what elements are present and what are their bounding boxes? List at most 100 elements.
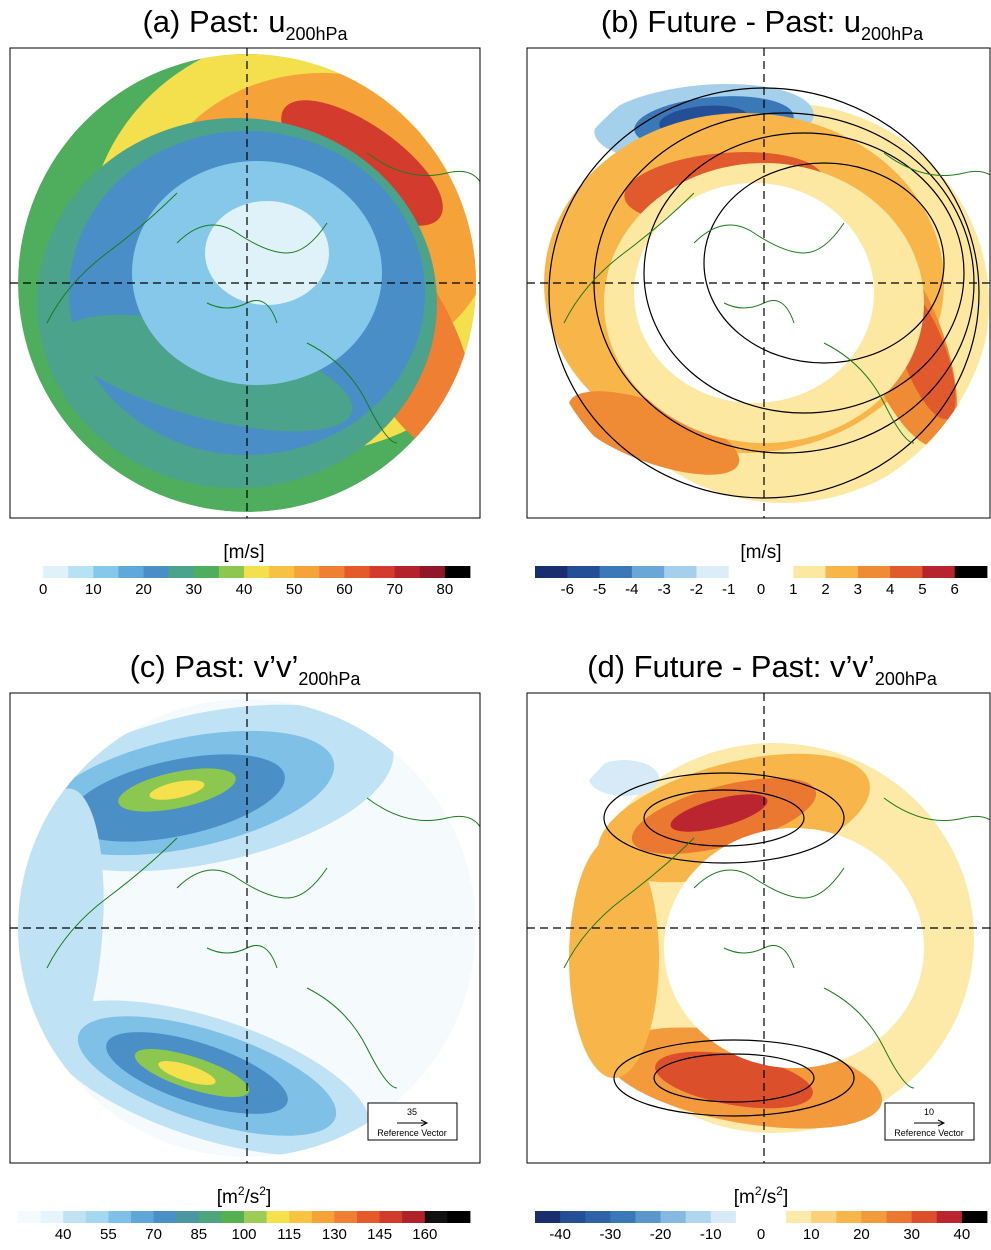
colorbar-box <box>312 1211 335 1223</box>
colorbar-box <box>68 566 94 578</box>
colorbar-box <box>319 566 345 578</box>
unit-text: [m/s] <box>740 542 781 563</box>
colorbar-unit: [m2/s2] <box>217 1184 272 1208</box>
colorbar-tick-label: 0 <box>39 581 47 598</box>
colorbar-tick-label: 3 <box>854 581 862 598</box>
colorbar-box <box>836 1211 862 1223</box>
panel-title: (b) Future - Past: u200hPa <box>601 4 924 44</box>
colorbar-box <box>535 1211 561 1223</box>
colorbar-tick-label: 145 <box>367 1226 392 1243</box>
colorbar-tick-label: 40 <box>954 1226 971 1243</box>
map <box>18 33 527 512</box>
colorbar-unit: [m/s] <box>740 542 781 563</box>
colorbar-box <box>955 566 988 578</box>
colorbar-box <box>86 1211 109 1223</box>
colorbar-box <box>632 566 665 578</box>
unit-text: [m/s] <box>223 542 264 563</box>
colorbar-box <box>294 566 320 578</box>
colorbar-box <box>194 566 220 578</box>
colorbar-tick-label: 85 <box>190 1226 207 1243</box>
colorbar-box <box>131 1211 154 1223</box>
colorbar-box <box>535 566 568 578</box>
colorbar-box <box>786 1211 812 1223</box>
colorbar-box <box>937 1211 963 1223</box>
title-subscript: 200hPa <box>875 669 938 689</box>
unit-text: /s <box>762 1187 777 1208</box>
field-region <box>569 838 659 1078</box>
colorbar-box <box>711 1211 737 1223</box>
title-main: (a) Past: u <box>142 4 285 39</box>
panel: (a) Past: u200hPa01020304050607080[m/s] <box>10 4 527 598</box>
title-subscript: 200hPa <box>861 24 924 44</box>
colorbar-tick-label: 0 <box>757 581 765 598</box>
colorbar-box <box>962 1211 988 1223</box>
colorbar-tick-label: 20 <box>135 581 152 598</box>
colorbar-box <box>560 1211 586 1223</box>
colorbar-box <box>445 566 471 578</box>
panel-title: (d) Future - Past: v’v’200hPa <box>587 649 938 689</box>
colorbar-tick-label: 2 <box>821 581 829 598</box>
colorbar-box <box>600 566 633 578</box>
colorbar-tick-label: 30 <box>185 581 202 598</box>
reference-label: Reference Vector <box>894 1128 964 1138</box>
colorbar-box <box>610 1211 636 1223</box>
colorbar-tick-label: 80 <box>437 581 454 598</box>
colorbar-box <box>18 1211 41 1223</box>
colorbar-box <box>922 566 955 578</box>
colorbar-box <box>219 566 245 578</box>
colorbar-tick-label: 60 <box>336 581 353 598</box>
colorbar-box <box>664 566 697 578</box>
colorbar-tick-label: -1 <box>722 581 735 598</box>
colorbar-tick-label: 10 <box>803 1226 820 1243</box>
colorbar-box <box>221 1211 244 1223</box>
colorbar-box <box>380 1211 403 1223</box>
title-subscript: 200hPa <box>285 24 348 44</box>
panel: (d) Future - Past: v’v’200hPa 10 Reference… <box>527 649 991 1243</box>
colorbar-tick-label: -5 <box>593 581 606 598</box>
colorbar-box <box>108 1211 131 1223</box>
title-main: (d) Future - Past: v’v’ <box>587 649 875 684</box>
reference-label: Reference Vector <box>377 1128 447 1138</box>
colorbar-box <box>402 1211 425 1223</box>
colorbar-tick-label: 6 <box>951 581 959 598</box>
colorbar-box <box>144 566 170 578</box>
colorbar-box <box>118 566 144 578</box>
colorbar-box <box>887 1211 913 1223</box>
colorbar-tick-label: 20 <box>853 1226 870 1243</box>
colorbar-box <box>696 566 729 578</box>
colorbar-box <box>729 566 794 578</box>
colorbar-tick-label: 160 <box>412 1226 437 1243</box>
field-region <box>664 828 924 1068</box>
field-region <box>589 760 659 796</box>
field-region <box>205 201 329 305</box>
colorbar-box <box>169 566 195 578</box>
title-main: (c) Past: v’v’ <box>130 649 299 684</box>
colorbar-tick-label: 4 <box>886 581 894 598</box>
title-main: (b) Future - Past: u <box>601 4 861 39</box>
colorbar-box <box>811 1211 837 1223</box>
colorbar-box <box>244 1211 267 1223</box>
colorbar-box <box>43 566 69 578</box>
colorbar-box <box>244 566 270 578</box>
colorbar-box <box>420 566 446 578</box>
colorbar-tick-label: 55 <box>100 1226 117 1243</box>
reference-magnitude: 10 <box>924 1107 934 1117</box>
colorbar-box <box>93 566 119 578</box>
page: {"panels": [ {"title": {"main": "(a) Pas… <box>0 0 991 1250</box>
colorbar-box <box>154 1211 177 1223</box>
colorbar-tick-label: 115 <box>277 1226 301 1243</box>
reference-magnitude: 35 <box>407 1107 417 1117</box>
colorbar-tick-label: 50 <box>286 581 303 598</box>
colorbar-tick-label: -20 <box>650 1226 672 1243</box>
colorbar-box <box>199 1211 222 1223</box>
colorbar-tick-label: -3 <box>657 581 670 598</box>
colorbar-box <box>344 566 370 578</box>
unit-text: ] <box>266 1187 271 1208</box>
colorbar-tick-label: -6 <box>561 581 574 598</box>
colorbar-box <box>269 566 295 578</box>
unit-text: ] <box>783 1187 788 1208</box>
colorbar-box <box>858 566 891 578</box>
colorbar-box <box>567 566 600 578</box>
